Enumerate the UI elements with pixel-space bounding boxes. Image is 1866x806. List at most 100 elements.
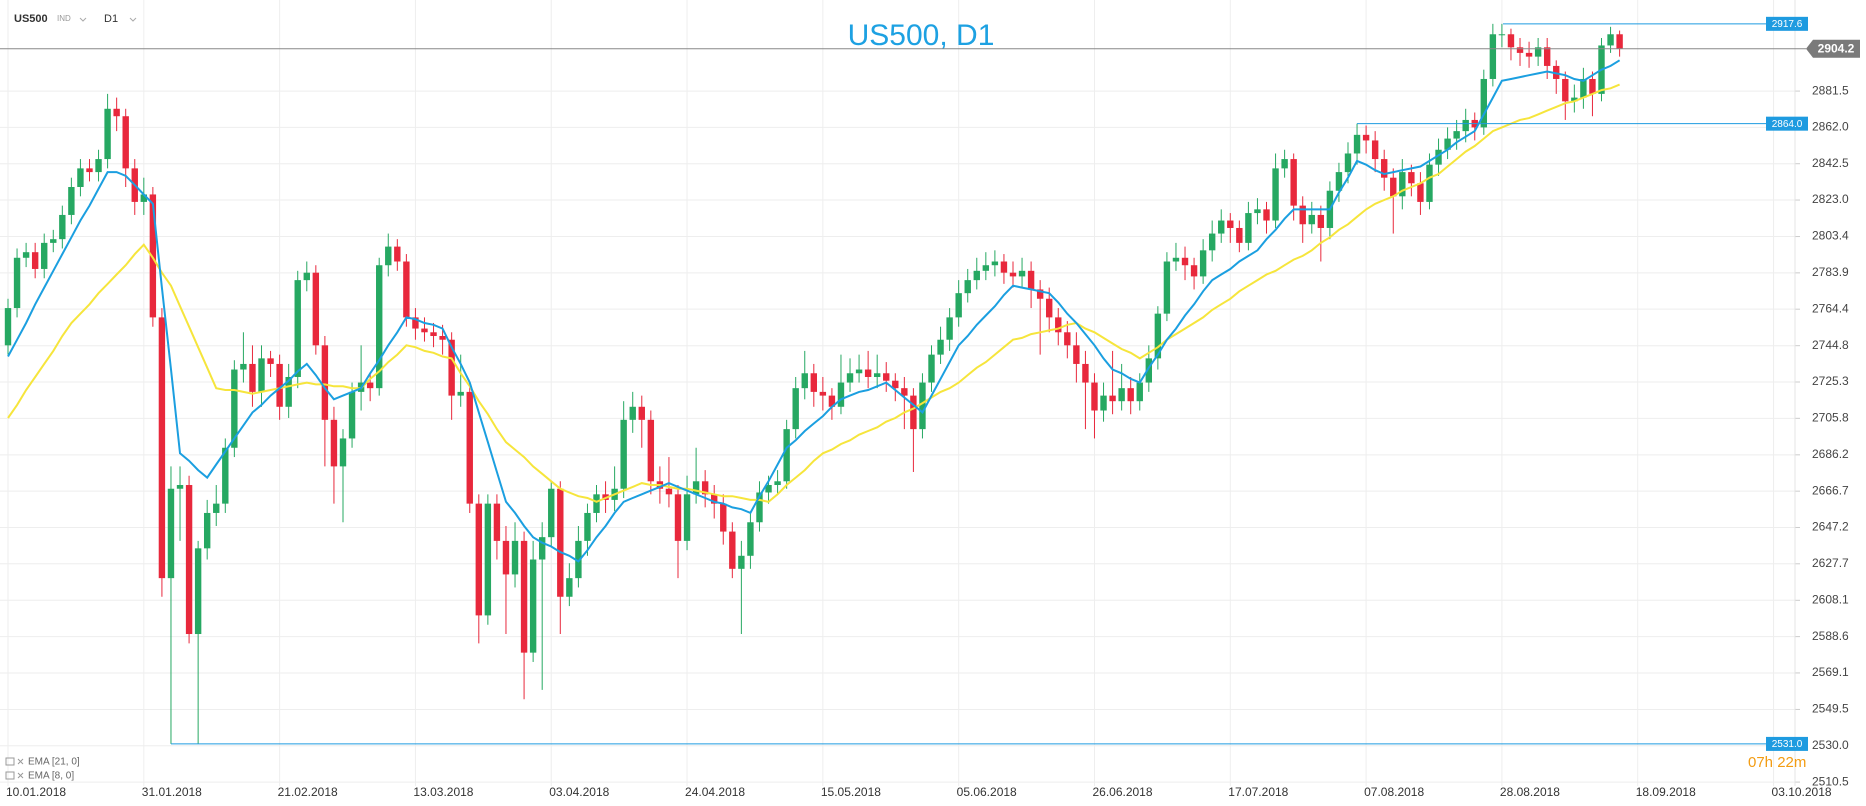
candle-body <box>86 168 93 173</box>
candle-body <box>403 261 410 318</box>
x-tick-label: 05.06.2018 <box>957 785 1017 799</box>
candle-body <box>928 354 935 383</box>
candle-body <box>1426 164 1433 202</box>
candle-body <box>1589 78 1596 94</box>
candle-body <box>1118 388 1125 402</box>
y-tick-label: 2666.7 <box>1812 483 1849 497</box>
candle-body <box>883 373 890 381</box>
candle-body <box>176 485 184 489</box>
candle-body <box>50 239 57 243</box>
candle-body <box>104 108 111 160</box>
y-tick-label: 2862.0 <box>1812 120 1849 134</box>
candle-body <box>59 214 66 240</box>
y-tick-label: 2803.4 <box>1812 229 1849 243</box>
candle-body <box>729 531 736 569</box>
candle-body <box>1145 358 1153 383</box>
x-tick-label: 28.08.2018 <box>1500 785 1560 799</box>
candle-body <box>158 317 166 579</box>
candle-body <box>448 339 455 396</box>
candle-body <box>1181 257 1189 266</box>
candle-body <box>1218 220 1225 234</box>
legend-close <box>17 772 24 779</box>
candle-body <box>1616 34 1623 49</box>
candle-body <box>864 369 872 377</box>
x-tick-label: 26.06.2018 <box>1092 785 1152 799</box>
candle-body <box>439 336 446 340</box>
y-tick-label: 2627.7 <box>1812 556 1849 570</box>
symbol[interactable]: US500 <box>14 13 48 25</box>
candle-body <box>1371 140 1379 160</box>
dropdown-icon[interactable] <box>129 17 137 22</box>
level-label: 2917.6 <box>1772 19 1803 30</box>
y-tick-label: 2510.5 <box>1812 774 1849 788</box>
legend-label: EMA [21, 0] <box>28 757 80 768</box>
candle-body <box>22 252 30 258</box>
x-tick-label: 15.05.2018 <box>821 785 881 799</box>
candle-body <box>964 280 971 294</box>
candle-body <box>77 168 84 188</box>
market: IND <box>57 14 71 23</box>
candle-body <box>828 395 836 407</box>
candle-body <box>1317 214 1325 228</box>
candle-body <box>1018 270 1026 277</box>
timeframe[interactable]: D1 <box>104 13 118 25</box>
candle-body <box>1163 261 1171 314</box>
x-tick-label: 03.10.2018 <box>1772 785 1832 799</box>
candle-body <box>955 293 962 318</box>
candle-body <box>529 559 537 653</box>
candle-body <box>1127 388 1134 402</box>
candle-body <box>946 317 953 340</box>
candle-body <box>41 242 48 269</box>
candle-body <box>765 485 772 493</box>
candle-body <box>1091 382 1098 411</box>
candle-body <box>1480 78 1488 128</box>
candle-body <box>538 537 546 560</box>
candle-body <box>1543 47 1551 66</box>
candle-body <box>647 419 655 482</box>
candle-body <box>1281 159 1288 169</box>
candle-body <box>819 391 827 396</box>
candle-body <box>1055 317 1062 333</box>
candle-body <box>711 494 718 504</box>
ema-line <box>7 83 1620 503</box>
level-label: 2864.0 <box>1772 119 1803 130</box>
candle-body <box>1263 209 1270 221</box>
candle-body <box>366 382 374 389</box>
y-tick-label: 2881.5 <box>1812 83 1849 97</box>
candle-body <box>1227 220 1234 228</box>
y-tick-label: 2725.3 <box>1812 374 1849 388</box>
legend-label: EMA [8, 0] <box>28 771 74 782</box>
legend-close <box>17 758 24 765</box>
candle-body <box>991 261 999 266</box>
candle-body <box>1498 34 1506 36</box>
candle-body <box>185 485 193 635</box>
candle-body <box>1399 172 1406 197</box>
candle-body <box>466 391 473 504</box>
dropdown-icon[interactable] <box>79 17 87 22</box>
candle-body <box>13 257 21 309</box>
candle-body <box>674 494 682 541</box>
candle-body <box>4 308 12 346</box>
candle-body <box>575 540 582 579</box>
chart-title: US500, D1 <box>848 19 995 52</box>
y-tick-label: 2608.1 <box>1812 592 1849 606</box>
candle-body <box>1290 159 1297 206</box>
timer: 07h 22m <box>1748 754 1806 771</box>
candle-body <box>1390 177 1397 197</box>
x-tick-label: 18.09.2018 <box>1636 785 1696 799</box>
candle-body <box>548 488 555 538</box>
candle-body <box>1100 395 1107 411</box>
candle-body <box>430 332 437 337</box>
candle-body <box>1580 78 1587 98</box>
x-tick-label: 31.01.2018 <box>142 785 202 799</box>
candle-body <box>1408 172 1415 184</box>
candle-body <box>1308 214 1315 225</box>
candle-body <box>1036 289 1044 299</box>
candle-body <box>892 380 899 389</box>
candle-body <box>1344 153 1352 173</box>
candle-body <box>1381 159 1388 178</box>
candle-body <box>937 339 944 355</box>
candle-body <box>484 503 492 616</box>
candle-body <box>167 488 175 579</box>
y-tick-label: 2783.9 <box>1812 265 1849 279</box>
